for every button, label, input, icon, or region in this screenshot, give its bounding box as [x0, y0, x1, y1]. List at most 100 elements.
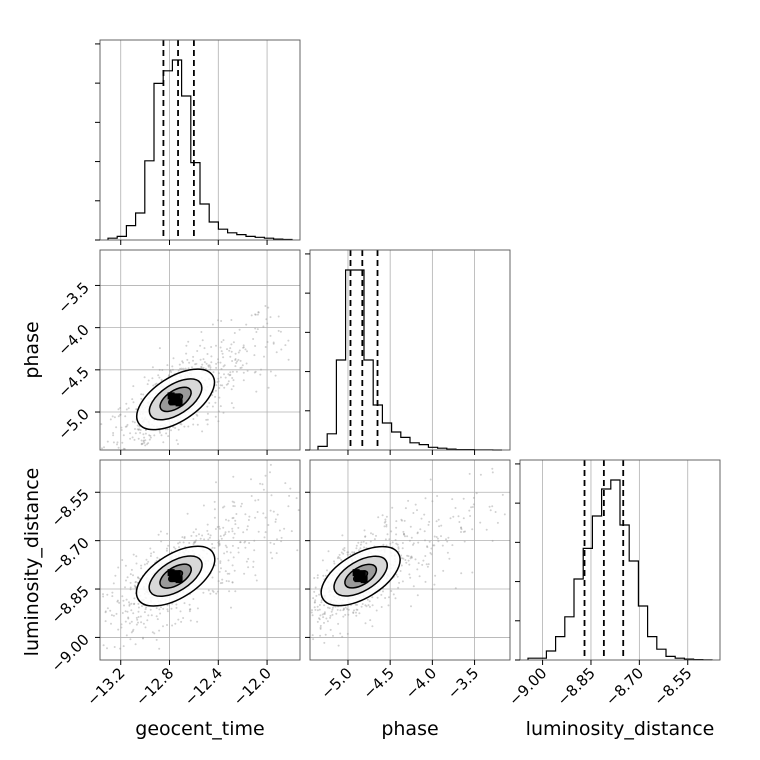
sample-point	[404, 535, 406, 538]
sample-point	[416, 594, 419, 597]
sample-point	[203, 347, 206, 350]
sample-point	[214, 401, 217, 404]
sample-point	[178, 541, 181, 544]
sample-point	[142, 622, 145, 625]
panel-frame	[99, 39, 301, 241]
sample-point	[222, 365, 225, 368]
sample-point	[275, 552, 278, 555]
sample-point	[191, 366, 193, 369]
sample-point	[192, 355, 195, 358]
sample-point	[253, 549, 256, 552]
sample-point	[142, 433, 145, 436]
sample-point	[130, 609, 133, 612]
x-tick-label: −12.8	[132, 664, 177, 709]
sample-point	[201, 339, 204, 342]
sample-point	[368, 605, 371, 608]
sample-point	[254, 370, 257, 373]
sample-point	[447, 536, 450, 539]
sample-point	[137, 616, 140, 618]
sample-point	[215, 366, 218, 369]
sample-point	[269, 541, 272, 544]
sample-point	[470, 506, 473, 509]
sample-point	[125, 402, 128, 405]
sample-point	[231, 564, 234, 567]
sample-point	[369, 619, 372, 622]
sample-point	[225, 580, 228, 582]
sample-point	[232, 516, 235, 519]
sample-point	[134, 643, 137, 646]
sample-point	[246, 525, 249, 528]
sample-point	[462, 517, 465, 520]
sample-point	[129, 586, 132, 589]
sample-point	[112, 614, 115, 617]
sample-point	[272, 510, 275, 513]
sample-point	[203, 361, 206, 364]
sample-point	[231, 544, 234, 547]
density-cell	[360, 576, 368, 584]
sample-point	[112, 434, 115, 437]
sample-point	[184, 367, 187, 370]
sample-point	[248, 515, 251, 518]
sample-point	[238, 328, 241, 331]
sample-point	[136, 428, 139, 431]
sample-point	[227, 373, 230, 376]
sample-point	[232, 505, 235, 507]
sample-point	[232, 475, 235, 478]
sample-point	[323, 641, 326, 644]
sample-point	[349, 553, 352, 556]
sample-point	[468, 472, 471, 475]
sample-point	[182, 617, 185, 619]
sample-point	[193, 541, 196, 544]
sample-point	[424, 497, 427, 500]
sample-point	[135, 623, 138, 626]
sample-point	[104, 610, 107, 613]
sample-point	[128, 601, 130, 604]
sample-point	[192, 598, 195, 600]
sample-point	[233, 501, 236, 504]
sample-point	[284, 482, 287, 485]
sample-point	[124, 620, 127, 623]
x-tick-label: −3.5	[444, 664, 482, 702]
sample-point	[206, 405, 209, 408]
sample-point	[433, 544, 436, 547]
sample-point	[401, 542, 404, 544]
sample-point	[136, 618, 139, 621]
sample-point	[262, 325, 265, 328]
sample-point	[228, 590, 231, 593]
sample-point	[135, 555, 138, 558]
sample-point	[219, 405, 222, 408]
sample-point	[142, 439, 145, 442]
sample-point	[223, 364, 226, 367]
sample-point	[310, 611, 313, 614]
sample-point	[440, 535, 442, 538]
sample-point	[219, 346, 222, 349]
sample-point	[322, 574, 325, 577]
sample-point	[171, 368, 174, 371]
sample-point	[221, 578, 224, 581]
sample-point	[100, 423, 103, 426]
sample-point	[183, 425, 186, 428]
sample-point	[250, 314, 253, 317]
sample-point	[401, 547, 404, 550]
sample-point	[427, 523, 430, 526]
sample-point	[140, 393, 143, 396]
sample-point	[228, 349, 231, 352]
sample-point	[359, 543, 362, 546]
sample-point	[120, 623, 123, 626]
sample-point	[423, 530, 426, 533]
sample-point	[407, 559, 410, 562]
sample-point	[169, 369, 172, 372]
sample-point	[220, 537, 223, 540]
sample-point	[234, 352, 237, 355]
sample-point	[161, 369, 164, 371]
sample-point	[128, 604, 131, 607]
sample-point	[313, 606, 316, 609]
sample-point	[407, 555, 410, 558]
sample-point	[177, 542, 180, 545]
sample-point	[323, 604, 326, 607]
sample-point	[123, 448, 126, 450]
x-tick-label: −4.0	[402, 664, 440, 702]
sample-point	[122, 599, 125, 602]
sample-point	[160, 606, 162, 609]
sample-point	[406, 554, 409, 557]
